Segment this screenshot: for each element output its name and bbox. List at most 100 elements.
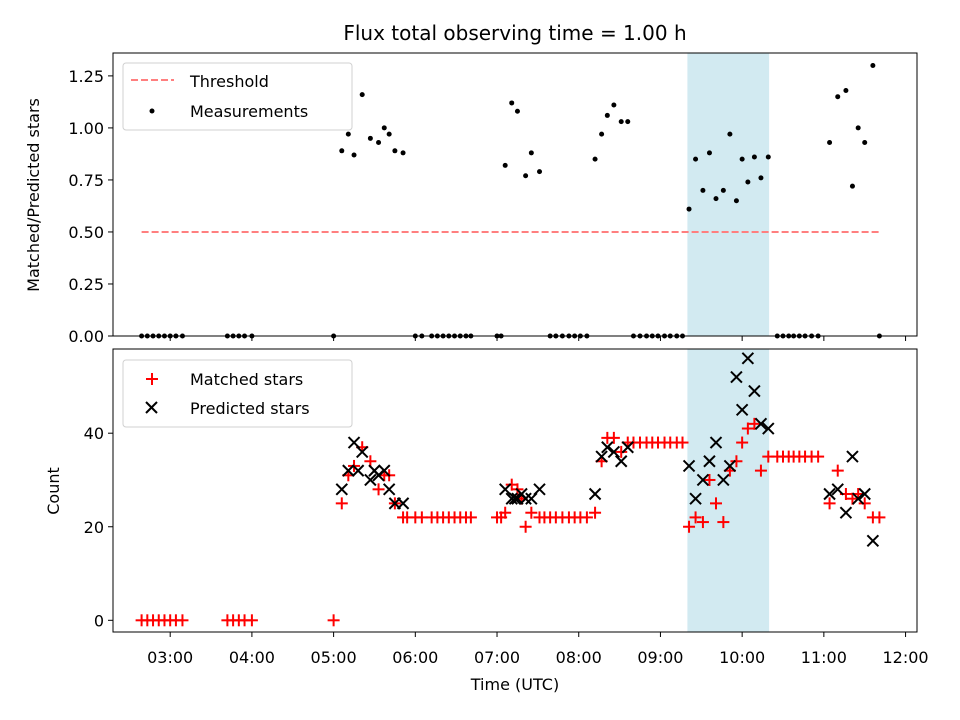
matched-legend-label: Matched stars — [190, 370, 303, 389]
matched-stars-point — [589, 506, 602, 519]
predicted-stars-point — [762, 422, 775, 435]
matched-stars-point — [748, 417, 761, 430]
matched-stars-point — [812, 450, 825, 463]
measurements-point — [870, 62, 876, 68]
y-tick-label: 0.50 — [68, 223, 104, 242]
measurements-point — [827, 139, 833, 145]
top-axes-frame — [112, 52, 918, 337]
predicted-stars-point — [831, 483, 844, 496]
predicted-stars-point — [396, 497, 410, 510]
predicted-legend-label: Predicted stars — [190, 399, 310, 418]
matched-stars-point — [335, 497, 348, 510]
x-tick-label: 11:00 — [801, 648, 847, 667]
measurements-point — [592, 156, 598, 162]
predicted-stars-point — [709, 436, 723, 449]
predicted-stars-point — [505, 492, 518, 505]
y-tick-label: 1.25 — [68, 67, 104, 86]
x-tick-label: 05:00 — [311, 648, 357, 667]
x-tick-label: 04:00 — [229, 648, 275, 667]
predicted-stars-point — [754, 417, 768, 431]
predicted-stars-point — [866, 534, 880, 547]
matched-stars-point — [245, 614, 258, 627]
predicted-stars-point — [508, 492, 522, 505]
predicted-stars-point — [378, 464, 391, 477]
predicted-stars-point — [846, 450, 859, 463]
x-tick-label: 03:00 — [147, 648, 193, 667]
measurements-point — [700, 187, 706, 193]
bottom-series — [135, 352, 886, 627]
measurements-point — [835, 94, 841, 100]
measurements-point — [604, 112, 610, 118]
measurements-legend-marker — [149, 108, 155, 114]
matched-stars-point — [710, 497, 722, 510]
measurements-point — [537, 169, 543, 175]
measurements-point — [862, 139, 868, 145]
matched-stars-point — [372, 483, 385, 496]
measurements-point — [351, 152, 357, 158]
predicted-stars-point — [607, 445, 621, 459]
matched-stars-point — [717, 516, 730, 529]
matched-stars-point — [327, 614, 340, 627]
chart-title: Flux total observing time = 1.00 h — [343, 21, 686, 45]
matched-stars-point — [607, 431, 620, 444]
matched-legend-marker — [146, 373, 158, 385]
top-axis-ticks: 0.00 0.25 0.50 0.75 1.00 1.25 — [68, 67, 907, 346]
threshold-legend-label: Threshold — [189, 72, 269, 91]
measurements-point — [733, 198, 739, 204]
measurements-point — [528, 150, 534, 156]
measurements-point — [713, 196, 719, 202]
predicted-stars-point — [696, 473, 710, 487]
bottom-legend: Matched stars Predicted stars — [122, 359, 353, 428]
matched-stars-point — [525, 506, 538, 519]
y-tick-label: 0.25 — [68, 275, 104, 294]
predicted-stars-point — [741, 352, 755, 365]
top-ylabel: Matched/Predicted stars — [24, 98, 43, 292]
predicted-stars-point — [839, 506, 853, 519]
measurements-point — [849, 183, 855, 189]
matched-stars-point — [499, 506, 512, 519]
x-tick-label: 08:00 — [556, 648, 602, 667]
measurements-point — [523, 173, 529, 179]
x-tick-label: 09:00 — [637, 648, 683, 667]
measurements-point — [745, 179, 751, 185]
measurements-point — [739, 156, 745, 162]
predicted-stars-point — [621, 441, 634, 454]
predicted-stars-point — [682, 459, 696, 473]
matched-stars-point — [519, 520, 532, 533]
matched-stars-point — [736, 436, 749, 449]
matched-stars-point — [873, 511, 886, 524]
y-tick-label: 0.75 — [68, 171, 104, 190]
x-axis-label: Time (UTC) — [470, 675, 559, 694]
measurements-point — [758, 175, 764, 181]
x-tick-label: 06:00 — [392, 648, 438, 667]
y-tick-label: 0.00 — [68, 327, 104, 346]
y-tick-label: 20 — [84, 518, 104, 537]
bottom-ylabel: Count — [44, 467, 63, 515]
measurements-point — [359, 92, 365, 98]
predicted-stars-point — [351, 464, 365, 477]
measurements-point — [855, 125, 861, 131]
measurements-point — [618, 119, 624, 125]
predicted-stars-point — [717, 473, 730, 487]
predicted-stars-point — [356, 445, 369, 459]
measurements-point — [843, 87, 849, 93]
predicted-stars-point — [498, 483, 512, 496]
measurements-legend-label: Measurements — [190, 102, 308, 121]
top-legend-box — [122, 62, 353, 131]
predicted-stars-point — [342, 464, 355, 477]
bottom-highlight-span — [687, 349, 770, 632]
measurements-point — [339, 148, 345, 154]
measurements-point — [509, 100, 515, 106]
predicted-legend-marker — [145, 401, 158, 414]
predicted-stars-point — [615, 455, 628, 468]
predicted-stars-point — [533, 483, 546, 496]
measurements-point — [400, 150, 406, 156]
top-panel: 0.00 0.25 0.50 0.75 1.00 1.25 Matched/Predict… — [24, 52, 918, 346]
predicted-stars-point — [335, 483, 348, 496]
bottom-legend-box — [122, 359, 353, 428]
measurements-point — [765, 154, 771, 160]
measurements-point — [751, 154, 757, 160]
predicted-stars-point — [723, 459, 737, 473]
matched-stars-point — [730, 455, 743, 468]
